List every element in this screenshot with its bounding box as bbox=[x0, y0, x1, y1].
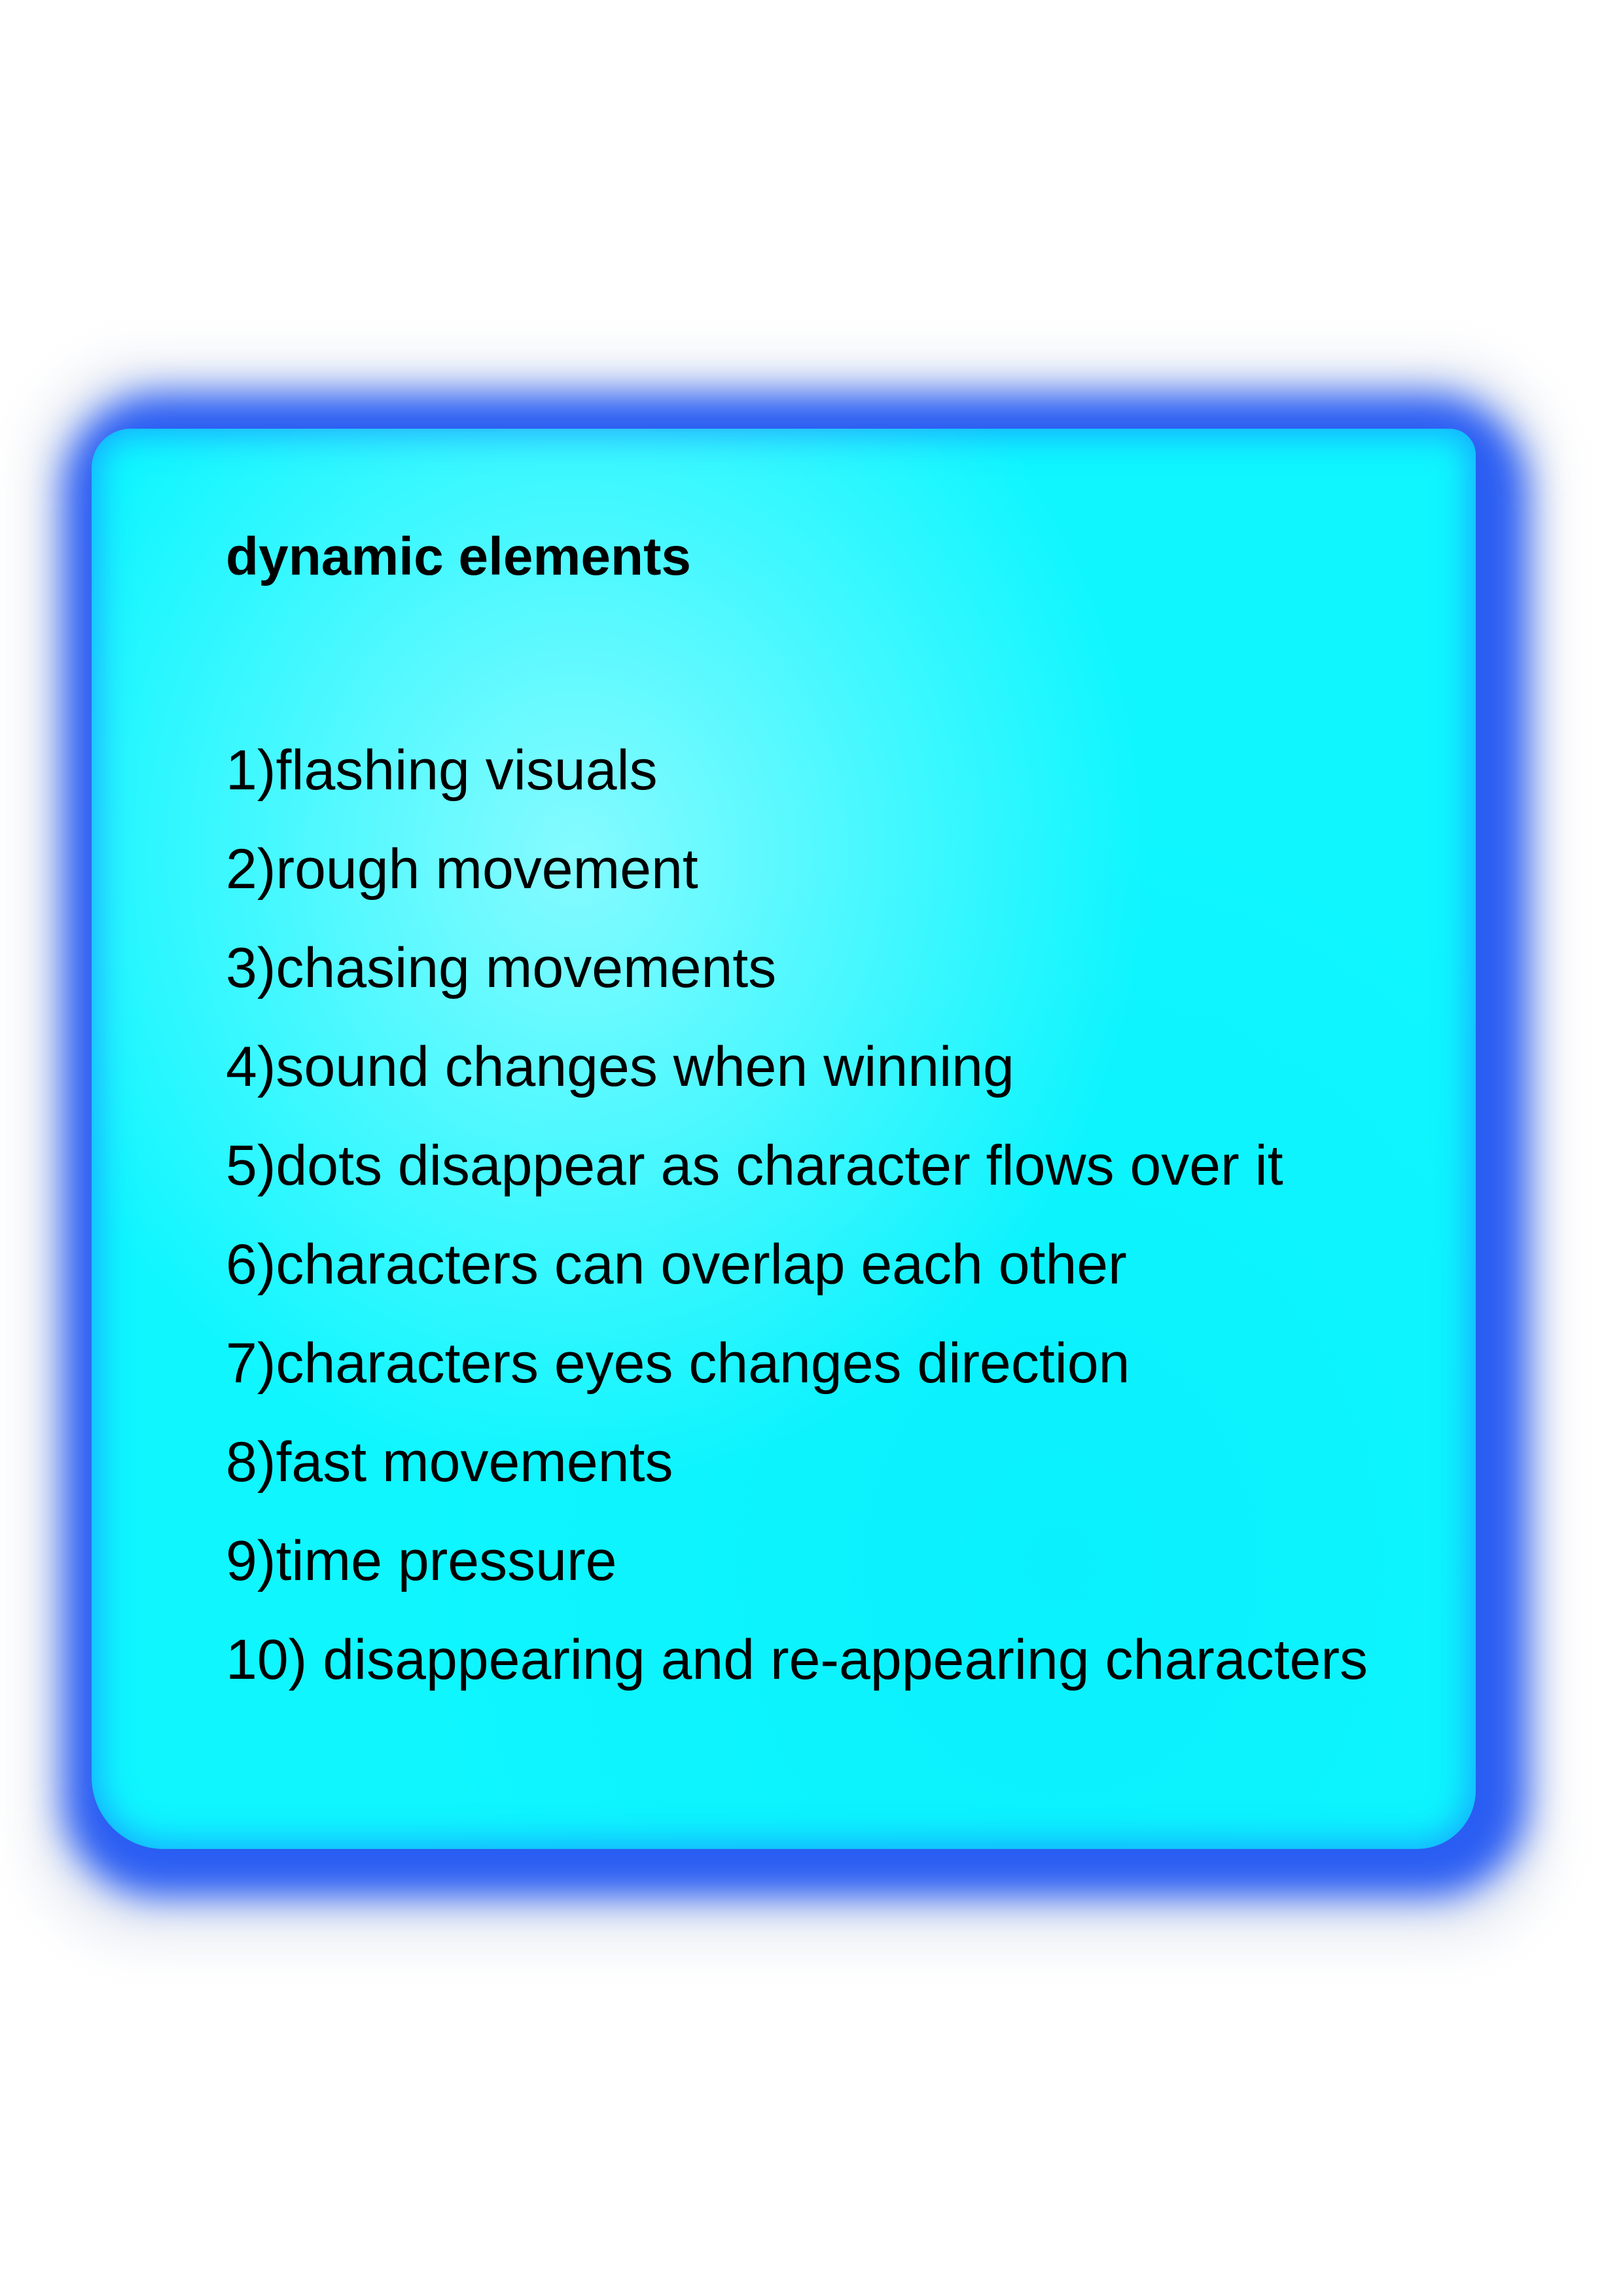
note-heading: dynamic elements bbox=[226, 527, 691, 586]
list-item: 7)characters eyes changes direction bbox=[226, 1332, 1130, 1395]
list-item: 9)time pressure bbox=[226, 1530, 617, 1592]
note-content: dynamic elements 1)flashing visuals 2)ro… bbox=[226, 530, 1502, 1710]
list-item: 4)sound changes when winning bbox=[226, 1035, 1014, 1098]
note-card bbox=[92, 429, 1476, 1849]
list-item: 6)characters can overlap each other bbox=[226, 1233, 1127, 1296]
dynamic-elements-list: 1)flashing visuals 2)rough movement 3)ch… bbox=[226, 721, 1502, 1710]
list-item: 1)flashing visuals bbox=[226, 739, 658, 802]
list-item: 3)chasing movements bbox=[226, 937, 777, 999]
list-item: 10) disappearing and re-appearing charac… bbox=[226, 1628, 1368, 1691]
list-item: 2)rough movement bbox=[226, 838, 698, 901]
list-item: 5)dots disappear as character flows over… bbox=[226, 1134, 1283, 1197]
list-item: 8)fast movements bbox=[226, 1431, 673, 1494]
